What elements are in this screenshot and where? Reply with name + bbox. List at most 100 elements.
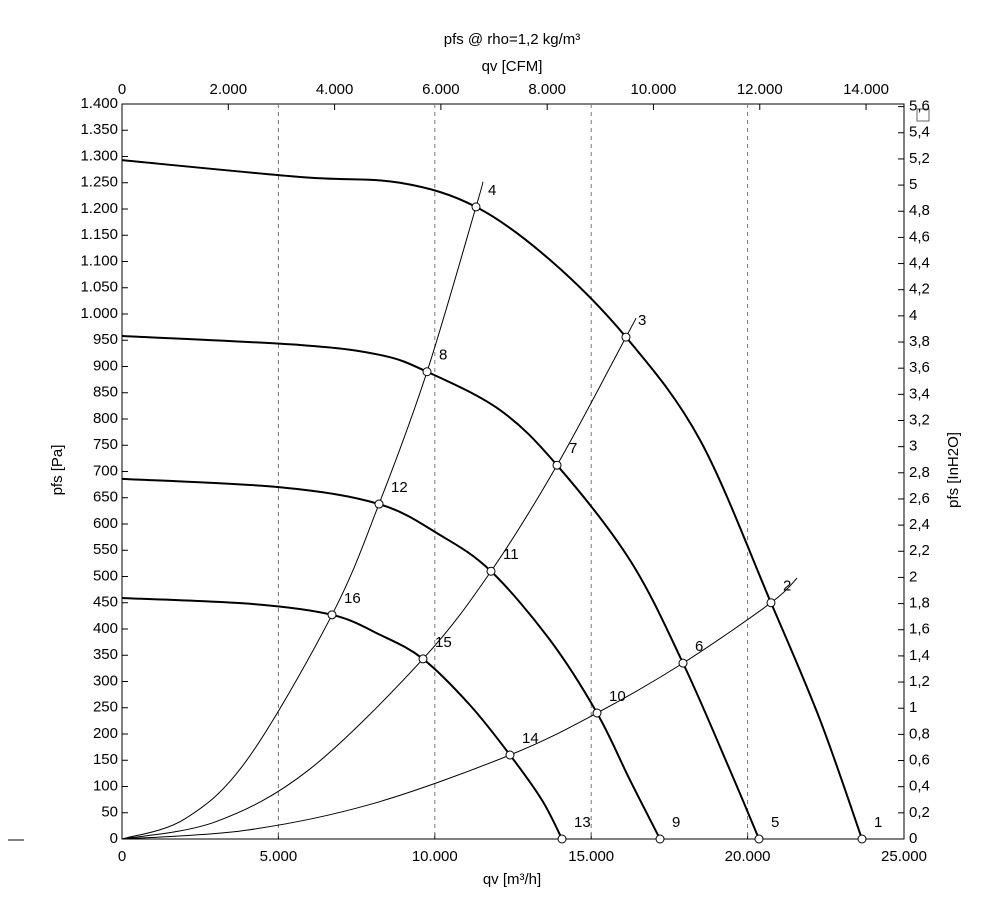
- y2-tick-label: 0: [909, 830, 917, 847]
- x-tick-label: 20.000: [725, 848, 771, 865]
- y2-tick-label: 5: [909, 176, 917, 193]
- point-label: 8: [439, 347, 447, 364]
- point-label: 15: [435, 634, 452, 651]
- point-label: 7: [569, 440, 577, 457]
- operating-point: [552, 460, 562, 470]
- y-tick-label: 750: [93, 436, 118, 453]
- x-tick-label: 15.000: [568, 848, 614, 865]
- operating-point: [621, 332, 631, 342]
- x2-tick-label: 2.000: [210, 81, 248, 98]
- operating-point: [678, 658, 688, 668]
- y-tick-label: 950: [93, 331, 118, 348]
- point-label: 6: [695, 638, 703, 655]
- operating-point: [422, 367, 432, 377]
- y2-tick-label: 4: [909, 307, 917, 324]
- point-label: 13: [574, 814, 591, 831]
- fan-curve: [121, 335, 760, 840]
- x2-tick-label: 12.000: [737, 81, 783, 98]
- x2-tick-label: 10.000: [631, 81, 677, 98]
- y-tick-label: 200: [93, 725, 118, 742]
- plot-frame: [121, 103, 905, 840]
- y-tick-label: 350: [93, 646, 118, 663]
- y-tick-label: 50: [101, 804, 118, 821]
- y2-tick-label: 4,4: [909, 255, 930, 272]
- y2-tick-label: 3,8: [909, 333, 930, 350]
- x-tick-label: 5.000: [260, 848, 298, 865]
- y2-tick-label: 2: [909, 568, 917, 585]
- chart-title: pfs @ rho=1,2 kg/m³: [444, 31, 581, 48]
- y2-tick-label: 0,2: [909, 804, 930, 821]
- y2-tick-label: 3: [909, 438, 917, 455]
- y-tick-label: 300: [93, 672, 118, 689]
- system-line: [121, 181, 484, 840]
- x-tick-label: 0: [118, 848, 126, 865]
- y-tick-label: 1.200: [80, 200, 118, 217]
- point-label: 1: [874, 814, 882, 831]
- x2-tick-label: 8.000: [528, 81, 566, 98]
- fan-curve: [121, 597, 563, 840]
- operating-point: [505, 750, 515, 760]
- y-tick-label: 1.300: [80, 147, 118, 164]
- point-label: 9: [672, 814, 680, 831]
- point-label: 4: [488, 182, 496, 199]
- operating-point: [766, 598, 776, 608]
- y2-tick-label: 0,6: [909, 751, 930, 768]
- operating-point: [857, 834, 867, 844]
- y2-tick-label: 5,4: [909, 124, 930, 141]
- y-axis-label: pfs [Pa]: [49, 445, 66, 496]
- point-label: 3: [638, 312, 646, 329]
- y2-tick-label: 0,8: [909, 725, 930, 742]
- x2-tick-label: 14.000: [843, 81, 889, 98]
- y-tick-label: 1.250: [80, 174, 118, 191]
- x2-tick-label: 4.000: [316, 81, 354, 98]
- icon: [916, 108, 930, 122]
- point-label: 12: [391, 479, 408, 496]
- y-tick-label: 500: [93, 567, 118, 584]
- operating-point: [486, 566, 496, 576]
- y2-tick-label: 4,8: [909, 202, 930, 219]
- y2-axis-label: pfs [InH2O]: [945, 432, 962, 508]
- operating-point: [374, 499, 384, 509]
- system-line: [121, 577, 798, 840]
- y-tick-label: 1.000: [80, 305, 118, 322]
- y-tick-label: 650: [93, 489, 118, 506]
- y2-tick-label: 3,4: [909, 385, 930, 402]
- y2-tick-label: 4,2: [909, 281, 930, 298]
- point-label: 11: [503, 546, 519, 563]
- y-tick-label: 900: [93, 357, 118, 374]
- system-line: [121, 317, 637, 840]
- y2-tick-label: 1,8: [909, 595, 930, 612]
- y2-tick-label: 2,6: [909, 490, 930, 507]
- y-tick-label: 1.400: [80, 95, 118, 112]
- operating-point: [471, 202, 481, 212]
- y2-tick-label: 0,4: [909, 778, 930, 795]
- y-tick-label: 1.350: [80, 121, 118, 138]
- y-tick-label: 450: [93, 594, 118, 611]
- x2-tick-label: 0: [118, 81, 126, 98]
- y2-tick-label: 3,2: [909, 411, 930, 428]
- x-axis-label: qv [m³/h]: [483, 871, 541, 888]
- y-tick-label: 600: [93, 515, 118, 532]
- operating-point: [754, 834, 764, 844]
- operating-point: [327, 610, 337, 620]
- operating-point: [655, 834, 665, 844]
- y2-tick-label: 3,6: [909, 359, 930, 376]
- y-tick-label: 850: [93, 384, 118, 401]
- y2-tick-label: 2,4: [909, 516, 930, 533]
- x-tick-label: 10.000: [412, 848, 458, 865]
- y-tick-label: 700: [93, 462, 118, 479]
- fan-curve: [121, 477, 661, 840]
- y2-tick-label: 5,6: [909, 98, 930, 115]
- x2-tick-label: 6.000: [422, 81, 460, 98]
- y-tick-label: 0: [110, 830, 118, 847]
- y-tick-label: 800: [93, 410, 118, 427]
- operating-point: [557, 834, 567, 844]
- y-tick-label: 550: [93, 541, 118, 558]
- y2-tick-label: 1,2: [909, 673, 930, 690]
- y-tick-label: 400: [93, 620, 118, 637]
- y-tick-label: 1.050: [80, 279, 118, 296]
- x2-axis-label: qv [CFM]: [482, 58, 543, 75]
- y2-tick-label: 2,2: [909, 542, 930, 559]
- point-label: 2: [783, 578, 791, 595]
